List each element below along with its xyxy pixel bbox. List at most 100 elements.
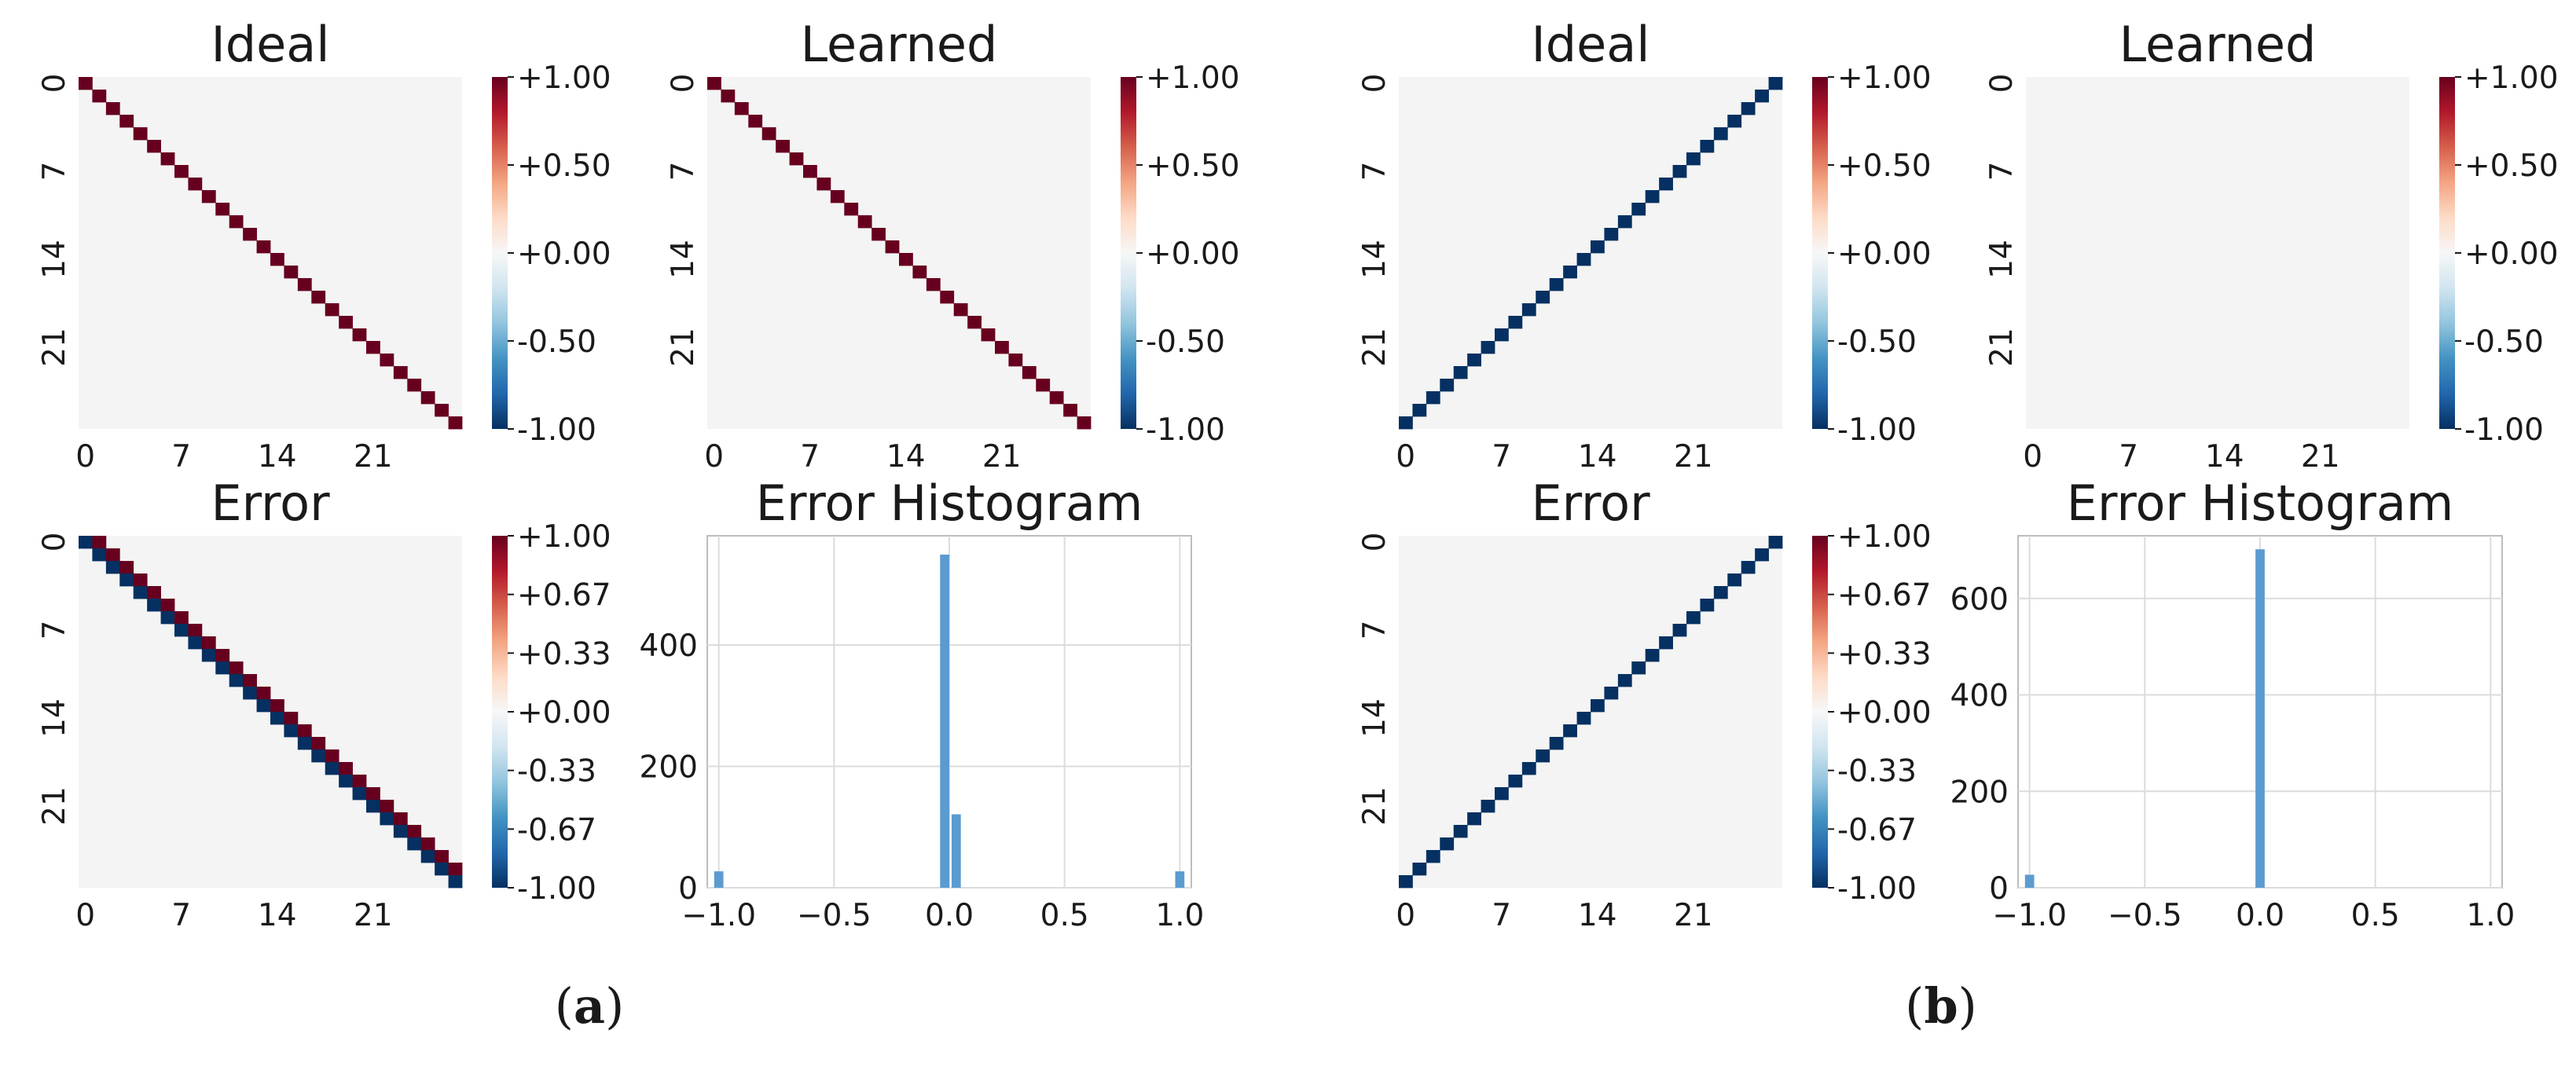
heatmap-cell xyxy=(1399,416,1413,430)
heatmap-cell xyxy=(707,77,721,90)
heatmap-cell xyxy=(1686,611,1701,625)
heatmap-cell xyxy=(1077,416,1092,430)
heatmap-cell xyxy=(967,316,982,329)
heatmap-cell xyxy=(1576,712,1591,725)
heatmap-cell xyxy=(1549,737,1564,750)
y-tick-label: 0 xyxy=(37,533,72,552)
heatmap-cell xyxy=(119,573,134,587)
y-tick-label: 21 xyxy=(37,786,72,826)
y-tick-label: 21 xyxy=(666,328,701,367)
heatmap-cell xyxy=(761,127,776,141)
heatmap-cell xyxy=(1426,850,1440,863)
y-tick-label: 0 xyxy=(1984,74,2020,93)
heatmap-cell xyxy=(270,253,284,266)
colorbar-tick-label: -1.00 xyxy=(517,412,596,448)
x-tick-label: 0.5 xyxy=(2351,898,2400,933)
heatmap-a-ideal: Ideal 0 0 7 7 14 14 21 21 +1.00 +0.50 +0.00 -0.50 -1.… xyxy=(37,16,611,475)
heatmap-cell xyxy=(435,863,449,876)
heatmap-cell xyxy=(1467,354,1481,367)
heatmap-cell xyxy=(133,586,148,599)
heatmap-cell xyxy=(1022,366,1037,379)
y-tick-label: 200 xyxy=(640,750,698,786)
heatmap-cell xyxy=(380,812,394,826)
colorbar-tick-label: +0.00 xyxy=(1837,236,1932,272)
heatmap-cell xyxy=(174,165,189,178)
histogram-bar xyxy=(2255,549,2265,888)
panel-title: Error xyxy=(1531,475,1650,532)
x-tick-label: 0.0 xyxy=(925,898,974,933)
heatmap-cell xyxy=(270,712,284,725)
heatmap-cell xyxy=(92,548,107,562)
heatmap-cell xyxy=(899,253,913,266)
heatmap-cell xyxy=(776,140,790,153)
colorbar-tick-label: -0.50 xyxy=(517,324,596,360)
panel-caption: (b) xyxy=(1905,977,1977,1035)
y-tick-label: 0 xyxy=(37,74,72,93)
x-tick-label: 21 xyxy=(1674,898,1713,933)
heatmap-background xyxy=(2026,77,2409,429)
heatmap-cell xyxy=(1495,787,1509,801)
heatmap-cell xyxy=(188,624,203,637)
heatmap-cell xyxy=(284,266,299,279)
x-tick-label: 0 xyxy=(75,439,95,475)
heatmap-cell xyxy=(830,190,845,203)
heatmap-cell xyxy=(1617,674,1632,687)
heatmap-cell xyxy=(1727,573,1742,587)
heatmap-cell xyxy=(79,77,93,90)
x-tick-label: 7 xyxy=(2119,439,2138,475)
colorbar-tick-label: +0.33 xyxy=(517,636,611,672)
heatmap-cell xyxy=(1604,228,1619,241)
colorbar xyxy=(492,536,508,888)
heatmap-cell xyxy=(1768,536,1783,549)
heatmap-a-error: Error 0 0 7 7 14 14 21 21 +1.00 +0.67 +0.33 +0.00 -0.… xyxy=(37,475,611,933)
heatmap-cell xyxy=(133,573,148,587)
colorbar-tick-label: +1.00 xyxy=(517,519,611,555)
heatmap-cell xyxy=(215,649,230,662)
histogram-bar xyxy=(2024,874,2035,888)
x-tick-label: 21 xyxy=(1674,439,1713,475)
heatmap-cell xyxy=(789,152,804,166)
heatmap-cell xyxy=(119,561,134,574)
heatmap-cell xyxy=(92,90,107,103)
x-tick-label: 7 xyxy=(1492,439,1511,475)
x-tick-label: 0 xyxy=(704,439,724,475)
heatmap-cell xyxy=(270,699,284,713)
heatmap-cell xyxy=(1412,404,1427,417)
x-tick-label: 21 xyxy=(354,898,393,933)
heatmap-cell xyxy=(1755,548,1769,562)
heatmap-cell xyxy=(352,328,367,342)
y-tick-label: 21 xyxy=(1357,786,1393,826)
heatmap-cell xyxy=(407,825,422,838)
y-tick-label: 600 xyxy=(1950,582,2009,617)
heatmap-b-error: Error 0 0 7 7 14 14 21 21 +1.00 +0.67 +0.33 +0.00 -0.… xyxy=(1357,475,1932,933)
x-tick-label: 7 xyxy=(171,439,191,475)
heatmap-cell xyxy=(174,624,189,637)
heatmap-cell xyxy=(816,178,831,191)
heatmap-cell xyxy=(256,699,271,713)
heatmap-cell xyxy=(325,749,339,763)
heatmap-cell xyxy=(1536,291,1550,304)
heatmap-cell xyxy=(160,611,175,625)
heatmap-cell xyxy=(1521,303,1536,317)
heatmap-cell xyxy=(420,837,435,851)
heatmap-cell xyxy=(995,341,1009,354)
heatmap-cell xyxy=(1768,77,1783,90)
heatmap-cell xyxy=(1604,687,1619,700)
heatmap-cell xyxy=(1481,341,1495,354)
y-tick-label: 7 xyxy=(37,621,72,640)
y-tick-label: 21 xyxy=(1984,328,2020,367)
heatmap-cell xyxy=(1563,266,1577,279)
heatmap-cell xyxy=(1727,115,1742,128)
heatmap-cell xyxy=(926,278,941,291)
heatmap-cell xyxy=(803,165,817,178)
x-tick-label: 14 xyxy=(886,439,926,475)
heatmap-cell xyxy=(201,190,216,203)
panel-title: Ideal xyxy=(211,16,329,73)
y-tick-label: 0 xyxy=(1357,533,1393,552)
y-tick-label: 14 xyxy=(666,240,701,279)
histogram-bar xyxy=(940,554,949,888)
x-tick-label: 14 xyxy=(258,439,297,475)
y-tick-label: 7 xyxy=(666,162,701,181)
heatmap-cell xyxy=(1672,624,1687,637)
panel-title: Error xyxy=(211,475,330,532)
